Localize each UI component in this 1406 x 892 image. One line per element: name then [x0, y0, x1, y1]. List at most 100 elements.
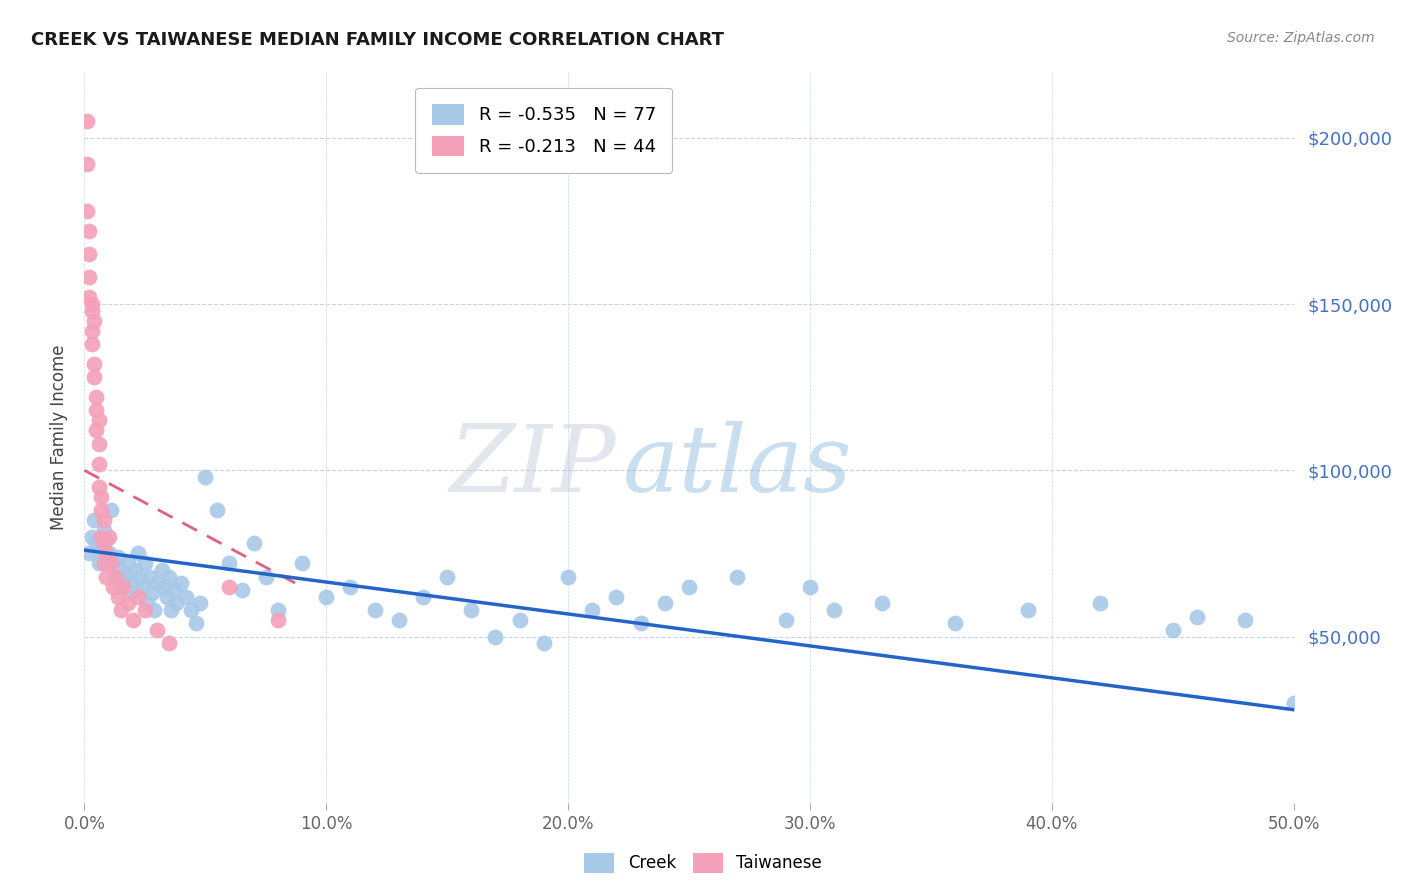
Point [775, 613, 797, 627]
Point [80, 337, 103, 351]
Point [1185, 609, 1208, 624]
Point [460, 603, 482, 617]
Point [86, 424, 108, 438]
Point [194, 470, 217, 484]
Point [138, 570, 160, 584]
Text: CREEK VS TAIWANESE MEDIAN FAMILY INCOME CORRELATION CHART: CREEK VS TAIWANESE MEDIAN FAMILY INCOME … [31, 31, 724, 49]
Point [103, 580, 125, 594]
Point [86, 390, 108, 404]
Point [94, 570, 117, 584]
Point [80, 303, 103, 318]
Point [872, 596, 894, 610]
Point [678, 580, 700, 594]
Point [83, 513, 105, 527]
Point [90, 530, 112, 544]
Point [207, 503, 229, 517]
Point [484, 630, 506, 644]
Text: ZIP: ZIP [450, 421, 616, 511]
Point [242, 536, 264, 550]
Point [267, 603, 290, 617]
Point [150, 563, 173, 577]
Point [83, 314, 105, 328]
Point [153, 580, 176, 594]
Point [83, 357, 105, 371]
Point [117, 596, 139, 610]
Point [124, 563, 146, 577]
Point [77, 290, 100, 304]
Point [83, 370, 105, 384]
Point [127, 546, 149, 560]
Point [90, 490, 112, 504]
Point [77, 270, 100, 285]
Point [363, 603, 385, 617]
Point [157, 636, 180, 650]
Point [121, 613, 143, 627]
Point [1234, 613, 1257, 627]
Point [93, 523, 115, 537]
Point [80, 324, 103, 338]
Point [76, 204, 98, 219]
Legend: R = -0.535   N = 77, R = -0.213   N = 44: R = -0.535 N = 77, R = -0.213 N = 44 [416, 87, 672, 173]
Point [134, 557, 156, 571]
Point [87, 457, 110, 471]
Point [129, 570, 152, 584]
Point [93, 513, 115, 527]
Point [163, 582, 186, 597]
Point [799, 580, 821, 594]
Point [231, 582, 253, 597]
Point [114, 570, 136, 584]
Point [76, 157, 98, 171]
Point [87, 436, 110, 450]
Point [94, 546, 117, 560]
Point [121, 586, 143, 600]
Point [143, 603, 166, 617]
Point [93, 557, 115, 571]
Y-axis label: Median Family Income: Median Family Income [51, 344, 69, 530]
Point [1017, 603, 1039, 617]
Point [605, 590, 627, 604]
Point [254, 570, 277, 584]
Point [100, 557, 122, 571]
Point [87, 413, 110, 427]
Point [80, 530, 103, 544]
Point [103, 557, 125, 571]
Point [180, 603, 202, 617]
Point [218, 580, 240, 594]
Point [90, 503, 112, 517]
Point [823, 603, 845, 617]
Point [533, 636, 555, 650]
Point [76, 114, 98, 128]
Point [170, 576, 193, 591]
Point [112, 580, 135, 594]
Point [77, 546, 100, 560]
Point [86, 536, 108, 550]
Point [77, 224, 100, 238]
Point [943, 616, 966, 631]
Point [174, 590, 197, 604]
Point [93, 536, 115, 550]
Point [165, 596, 187, 610]
Point [184, 616, 207, 631]
Point [581, 603, 603, 617]
Legend: Creek, Taiwanese: Creek, Taiwanese [578, 847, 828, 880]
Point [1161, 623, 1184, 637]
Point [509, 613, 531, 627]
Point [107, 590, 129, 604]
Point [654, 596, 676, 610]
Point [107, 549, 129, 564]
Point [120, 576, 142, 591]
Point [136, 596, 159, 610]
Point [104, 570, 127, 584]
Point [94, 533, 117, 548]
Point [97, 530, 120, 544]
Point [412, 590, 434, 604]
Point [104, 570, 127, 584]
Point [157, 570, 180, 584]
Point [100, 503, 122, 517]
Point [1282, 696, 1305, 710]
Point [110, 563, 132, 577]
Text: Source: ZipAtlas.com: Source: ZipAtlas.com [1227, 31, 1375, 45]
Point [190, 596, 212, 610]
Point [218, 557, 240, 571]
Point [134, 603, 156, 617]
